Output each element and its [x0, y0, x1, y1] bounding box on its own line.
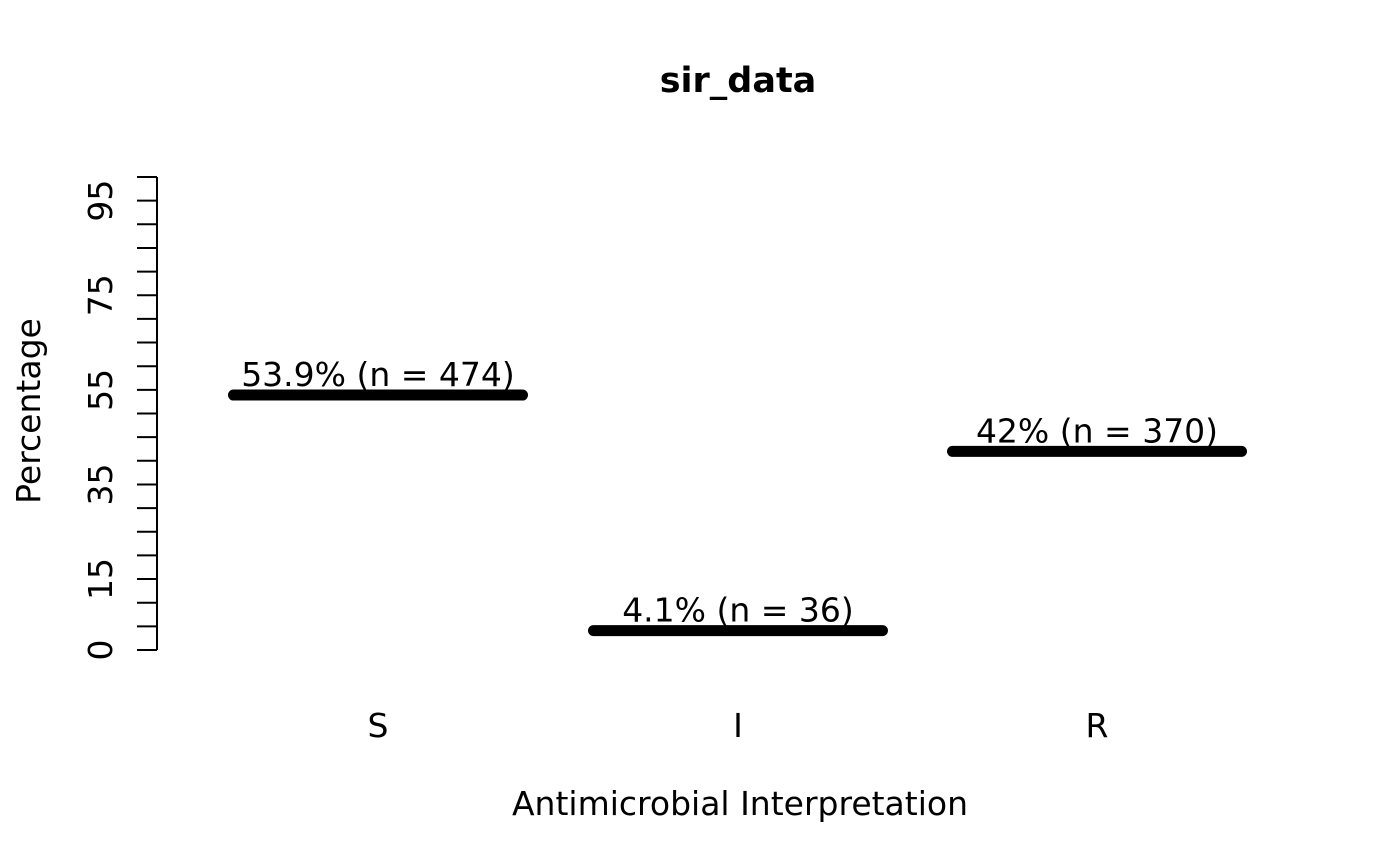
y-tick-label-35: 35 — [81, 463, 120, 505]
y-axis: 0 15 35 55 75 95 — [81, 176, 158, 661]
y-tick-label-75: 75 — [81, 274, 120, 316]
y-axis-title: Percentage — [9, 318, 48, 504]
bar-label-I: 4.1% (n = 36) — [622, 591, 854, 630]
x-category-label-R: R — [1086, 706, 1109, 745]
bar-label-R: 42% (n = 370) — [976, 411, 1218, 450]
y-tick-label-15: 15 — [81, 558, 120, 600]
x-category-label-S: S — [368, 706, 389, 745]
y-tick-label-95: 95 — [81, 180, 120, 222]
bar-label-S: 53.9% (n = 474) — [241, 355, 515, 394]
y-tick-label-55: 55 — [81, 369, 120, 411]
y-tick-label-0: 0 — [81, 640, 120, 661]
x-axis-title: Antimicrobial Interpretation — [512, 784, 968, 823]
bars-group: 53.9% (n = 474) 4.1% (n = 36) 42% (n = 370… — [228, 355, 1247, 637]
x-category-label-I: I — [733, 706, 743, 745]
chart-title: sir_data — [660, 61, 817, 101]
